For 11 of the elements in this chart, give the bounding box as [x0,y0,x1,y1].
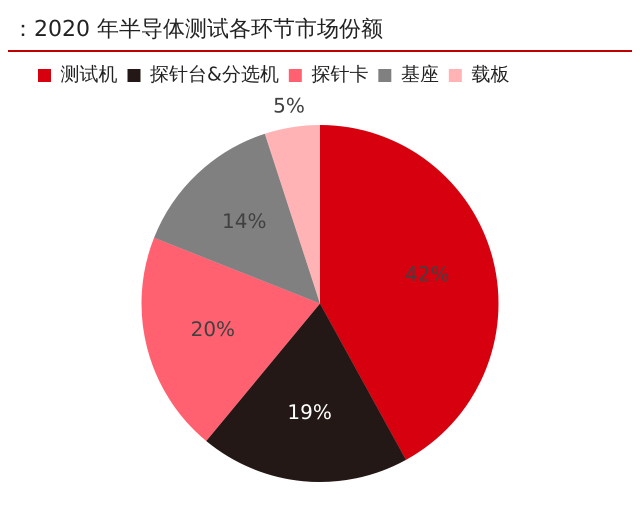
data-label: 5% [273,94,305,118]
data-label: 42% [404,262,450,286]
legend-label: 基座 [400,63,439,86]
legend-label: 探针台&分选机 [150,63,279,86]
legend-label: 载板 [471,63,510,86]
legend-label: 探针卡 [311,63,368,86]
data-label: 19% [287,400,332,424]
data-label: 20% [190,317,236,342]
chart-title: ：2020 年半导体测试各环节市场份额 [8,8,632,52]
data-label: 14% [222,209,266,234]
legend-label: 测试机 [60,63,118,86]
